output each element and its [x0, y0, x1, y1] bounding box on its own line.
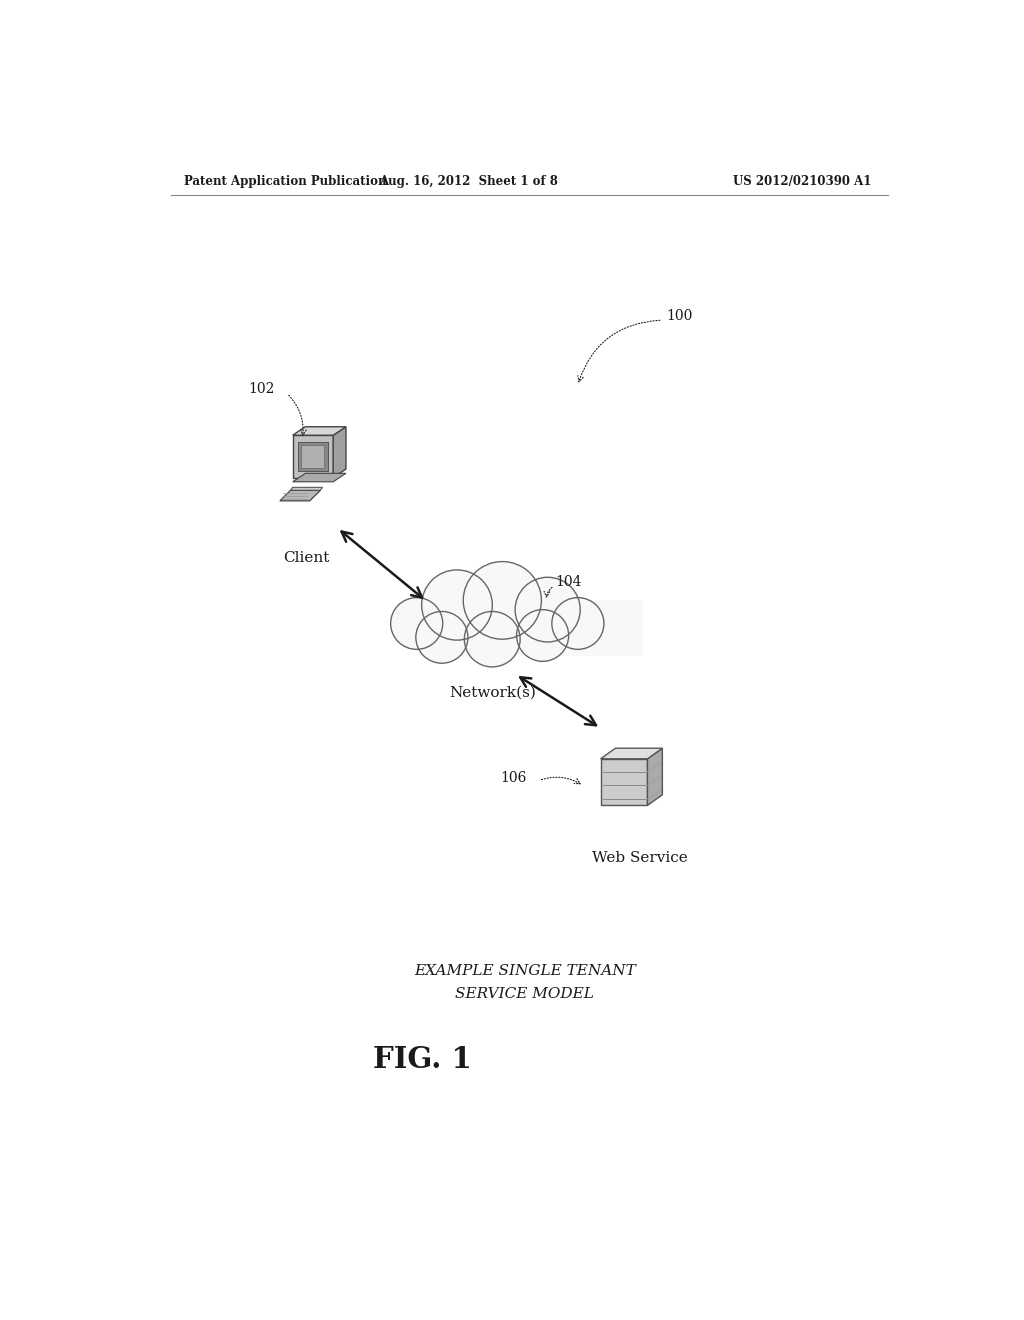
- Text: Patent Application Publication: Patent Application Publication: [183, 176, 386, 187]
- Text: Web Service: Web Service: [592, 851, 687, 866]
- Circle shape: [422, 570, 493, 640]
- Circle shape: [463, 561, 542, 639]
- Circle shape: [416, 611, 468, 663]
- Polygon shape: [298, 442, 328, 471]
- Circle shape: [464, 611, 520, 667]
- Polygon shape: [600, 759, 647, 805]
- Circle shape: [390, 598, 442, 649]
- Polygon shape: [293, 436, 333, 478]
- Text: Aug. 16, 2012  Sheet 1 of 8: Aug. 16, 2012 Sheet 1 of 8: [380, 176, 558, 187]
- Text: SERVICE MODEL: SERVICE MODEL: [456, 987, 594, 1001]
- Text: EXAMPLE SINGLE TENANT: EXAMPLE SINGLE TENANT: [414, 964, 636, 978]
- Text: 104: 104: [556, 576, 583, 589]
- Circle shape: [552, 598, 604, 649]
- Text: 102: 102: [248, 383, 274, 396]
- Text: Client: Client: [283, 552, 330, 565]
- Polygon shape: [280, 490, 321, 500]
- Polygon shape: [647, 748, 663, 805]
- Polygon shape: [333, 426, 346, 478]
- Text: US 2012/0210390 A1: US 2012/0210390 A1: [733, 176, 871, 187]
- Circle shape: [515, 577, 581, 642]
- Bar: [417, 601, 643, 656]
- Polygon shape: [600, 748, 663, 759]
- Text: 106: 106: [500, 771, 526, 785]
- Circle shape: [516, 610, 568, 661]
- Text: FIG. 1: FIG. 1: [373, 1045, 472, 1073]
- Text: Network(s): Network(s): [449, 686, 536, 700]
- Polygon shape: [291, 487, 323, 490]
- Polygon shape: [293, 426, 346, 436]
- Polygon shape: [293, 474, 346, 482]
- Polygon shape: [301, 445, 325, 469]
- Text: 100: 100: [667, 309, 693, 323]
